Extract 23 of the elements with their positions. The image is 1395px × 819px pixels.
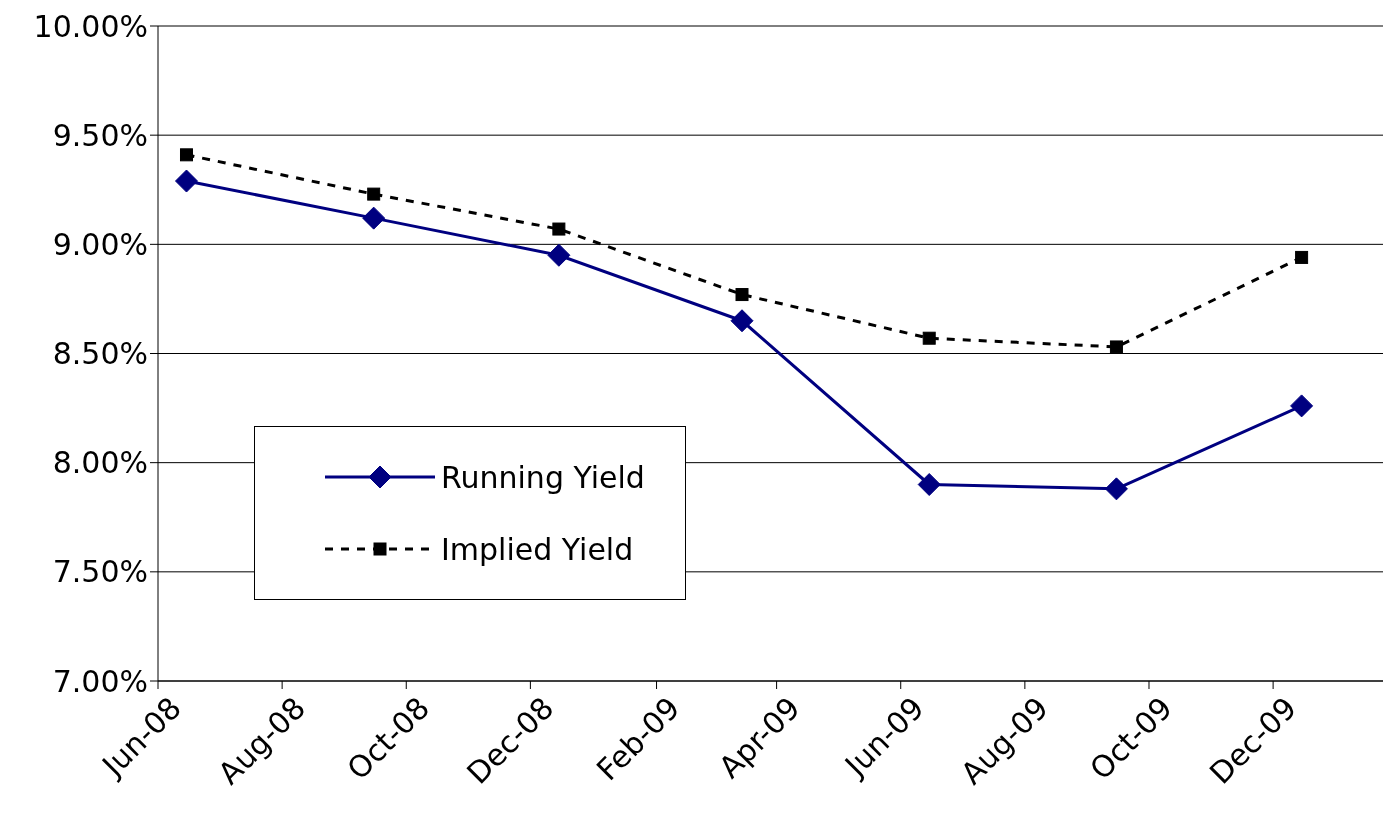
point <box>547 243 571 267</box>
point <box>367 187 381 201</box>
y-tick-label: 10.00% <box>33 8 148 44</box>
legend-label: Implied Yield <box>441 531 634 567</box>
point <box>1109 340 1123 354</box>
y-tick-label: 8.50% <box>52 336 148 372</box>
y-tick-label: 9.00% <box>52 226 148 262</box>
point <box>1295 250 1309 264</box>
y-tick-label: 9.50% <box>52 117 148 153</box>
point <box>552 222 566 236</box>
point <box>1290 394 1314 418</box>
y-tick-label: 7.50% <box>52 554 148 590</box>
point <box>362 206 386 230</box>
legend-label: Running Yield <box>441 459 645 495</box>
point <box>1104 477 1128 501</box>
point <box>735 288 749 302</box>
point <box>174 169 198 193</box>
point <box>730 309 754 333</box>
y-tick-label: 8.00% <box>52 445 148 481</box>
y-tick-label: 7.00% <box>52 663 148 699</box>
point <box>917 473 941 496</box>
point <box>922 331 936 345</box>
point <box>179 148 193 162</box>
